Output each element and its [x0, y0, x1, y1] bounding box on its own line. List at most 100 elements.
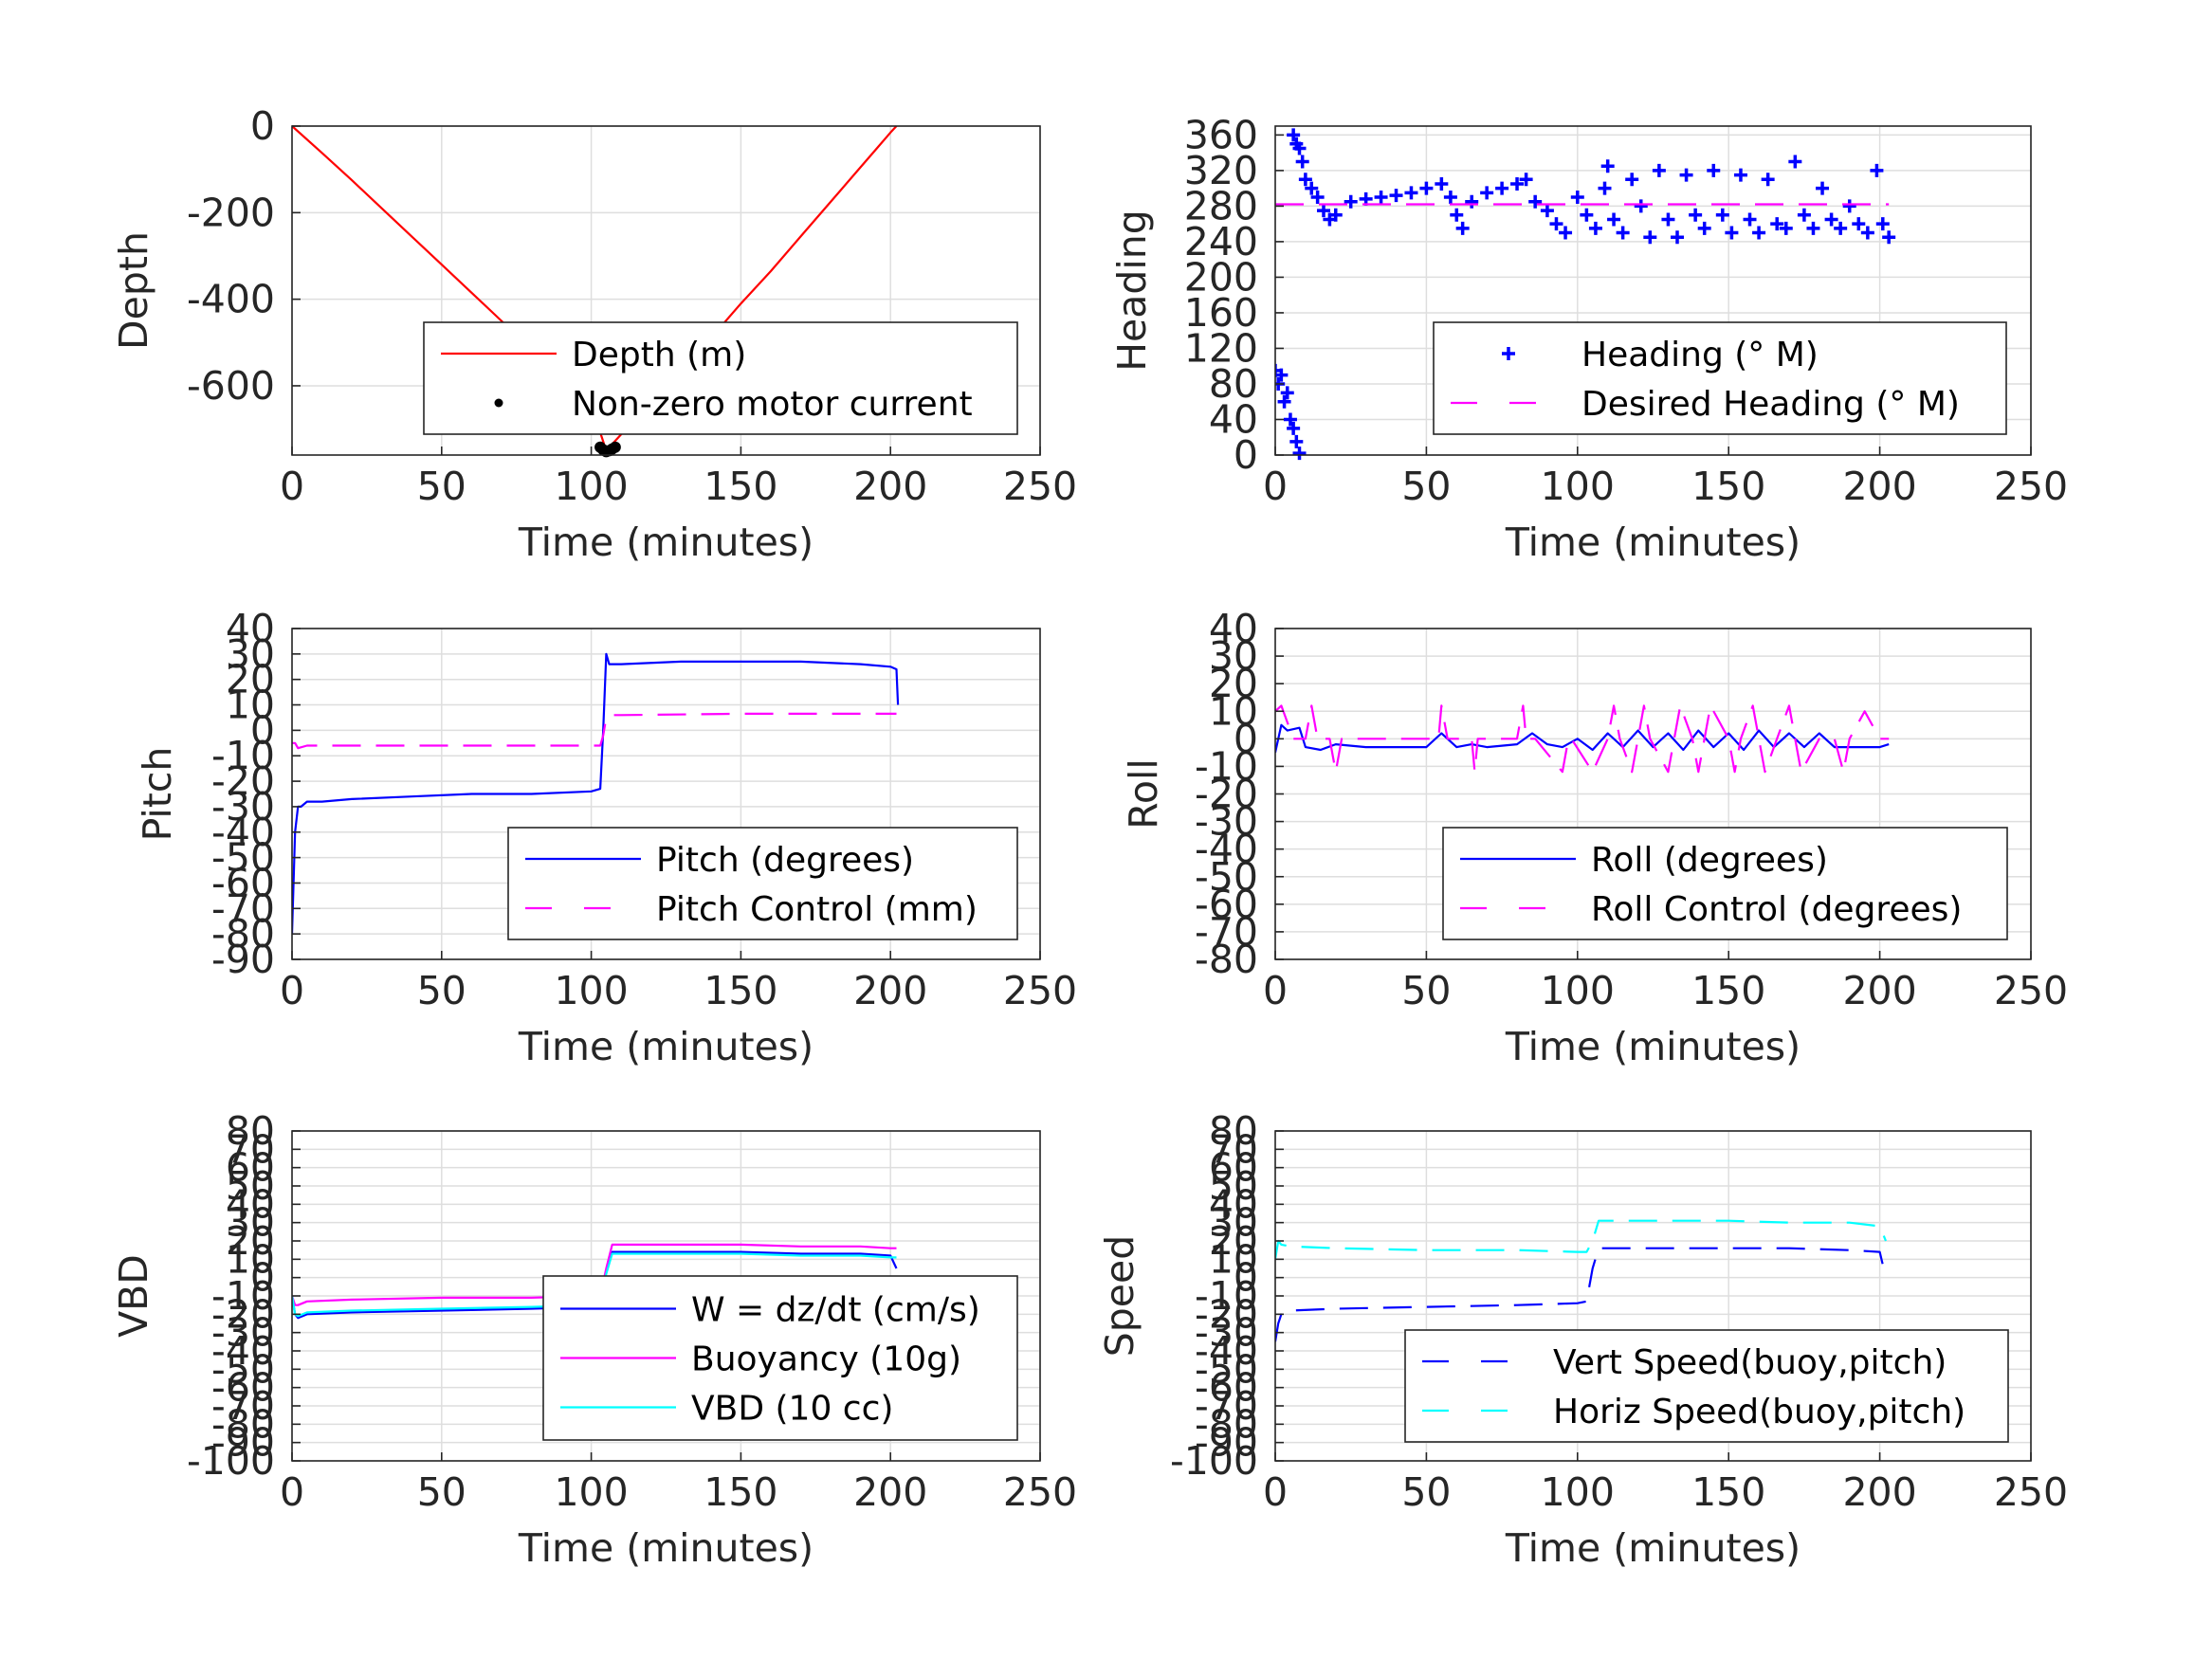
series-1-marker [1652, 163, 1666, 177]
y-tick-label: 320 [1184, 148, 1258, 193]
y-tick-label: -10 [211, 1273, 275, 1319]
y-tick-label: 30 [1209, 633, 1258, 679]
series-1-marker [1860, 226, 1874, 240]
axes-frame [291, 628, 1041, 960]
y-tick-label: -400 [187, 277, 275, 322]
legend-box [1433, 321, 2007, 435]
series-1-marker [1607, 212, 1621, 227]
series-1-marker [1598, 181, 1612, 195]
y-tick-label: 0 [1234, 432, 1258, 478]
y-tick-label: 0 [250, 1255, 275, 1301]
series-1-line [1275, 723, 1890, 754]
y-tick-label: 50 [226, 1163, 275, 1209]
y-tick-label: -20 [1195, 1291, 1258, 1337]
y-tick-label: -90 [211, 1420, 275, 1466]
x-tick-label: 50 [1401, 1469, 1451, 1515]
x-tick-label: 0 [1263, 968, 1288, 1013]
y-tick-label: 0 [1234, 716, 1258, 761]
series-1-marker [1292, 141, 1307, 155]
x-axis-label: Time (minutes) [518, 1525, 814, 1571]
y-tick-label: 20 [1209, 661, 1258, 706]
y-tick-label: -30 [211, 1310, 275, 1356]
y-tick-label: -20 [211, 758, 275, 804]
x-tick-label: 200 [853, 968, 927, 1013]
y-tick-label: -40 [1195, 827, 1258, 872]
series-1-marker [1275, 368, 1289, 382]
y-tick-label: 120 [1184, 325, 1258, 371]
x-tick-label: 50 [417, 1469, 466, 1515]
series-1-line [1275, 1247, 1888, 1342]
y-axis-label: Depth [111, 231, 156, 350]
y-tick-label: 10 [226, 1236, 275, 1282]
series-1-marker [1450, 208, 1464, 222]
series-1-marker [1480, 186, 1494, 200]
y-tick-label: 50 [1209, 1163, 1258, 1209]
y-tick-label: 10 [226, 683, 275, 728]
y-tick-label: 200 [1184, 254, 1258, 300]
y-tick-label: -60 [1195, 882, 1258, 927]
legend: Pitch (degrees) Pitch Control (mm) [507, 827, 1018, 940]
y-tick-label: -70 [1195, 909, 1258, 955]
x-tick-label: 50 [417, 968, 466, 1013]
series-1-marker [1389, 189, 1403, 203]
axes-frame [1274, 125, 2032, 456]
y-tick-label: -90 [1195, 1420, 1258, 1466]
series-1-marker [1752, 226, 1766, 240]
y-tick-label: -40 [1195, 1328, 1258, 1374]
series-group [1275, 128, 1896, 461]
series-group [1275, 704, 1890, 774]
series-1-marker [1289, 434, 1304, 448]
series-1-marker [1634, 199, 1648, 213]
y-tick-label: -20 [211, 1291, 275, 1337]
series-1-marker [1643, 230, 1657, 245]
y-axis-label: Roll [1121, 758, 1166, 830]
y-tick-label: 60 [226, 1145, 275, 1191]
y-tick-label: -80 [1195, 1401, 1258, 1447]
y-tick-label: -100 [1170, 1438, 1258, 1484]
legend-label: Pitch Control (mm) [656, 890, 978, 929]
y-tick-label: -50 [211, 835, 275, 881]
y-tick-label: -10 [211, 733, 275, 778]
y-tick-label: 40 [226, 606, 275, 651]
y-tick-label: 80 [1209, 1108, 1258, 1154]
series-1-marker [1679, 168, 1693, 182]
y-tick-label: -30 [1195, 799, 1258, 845]
y-tick-label: 40 [1209, 606, 1258, 651]
series-1-marker [1310, 191, 1325, 205]
y-tick-label: -10 [1195, 743, 1258, 789]
y-tick-label: -10 [1195, 1273, 1258, 1319]
x-tick-label: 0 [280, 968, 304, 1013]
series-1-marker [1305, 181, 1319, 195]
series-1-marker [1834, 221, 1848, 235]
series-1-marker [1788, 155, 1802, 169]
series-1-marker [1616, 226, 1630, 240]
x-tick-label: 0 [280, 1469, 304, 1515]
series-group [292, 125, 898, 458]
x-tick-label: 250 [1994, 464, 2068, 509]
y-tick-label: -80 [1195, 937, 1258, 982]
legend: Vert Speed(buoy,pitch) Horiz Speed(buoy,p… [1404, 1329, 2009, 1443]
x-tick-label: 0 [280, 464, 304, 509]
series-1-marker [1797, 208, 1811, 222]
y-tick-label: -70 [211, 885, 275, 931]
y-tick-label: 360 [1184, 112, 1258, 157]
x-tick-label: 100 [1541, 1469, 1615, 1515]
series-1-marker [1570, 191, 1584, 205]
series-1-line [292, 652, 900, 935]
y-tick-label: 30 [1209, 1200, 1258, 1246]
y-tick-label: -40 [211, 810, 275, 855]
x-tick-label: 50 [1401, 464, 1451, 509]
y-tick-label: 30 [226, 631, 275, 677]
legend-box [1442, 827, 2008, 940]
series-1-marker [1283, 412, 1297, 427]
y-tick-label: 40 [1209, 1181, 1258, 1227]
x-axis-label: Time (minutes) [1505, 1525, 1801, 1571]
legend-label: VBD (10 cc) [691, 1390, 893, 1429]
series-1-marker [1761, 173, 1775, 187]
y-tick-label: 10 [1209, 688, 1258, 734]
series-1-marker [1495, 181, 1509, 195]
y-tick-label: 40 [1209, 396, 1258, 442]
x-tick-label: 0 [1263, 1469, 1288, 1515]
chart-panel-1: 0 50 100 150 200 250 0 -200 -400 -600 Time (minute… [111, 103, 1077, 565]
